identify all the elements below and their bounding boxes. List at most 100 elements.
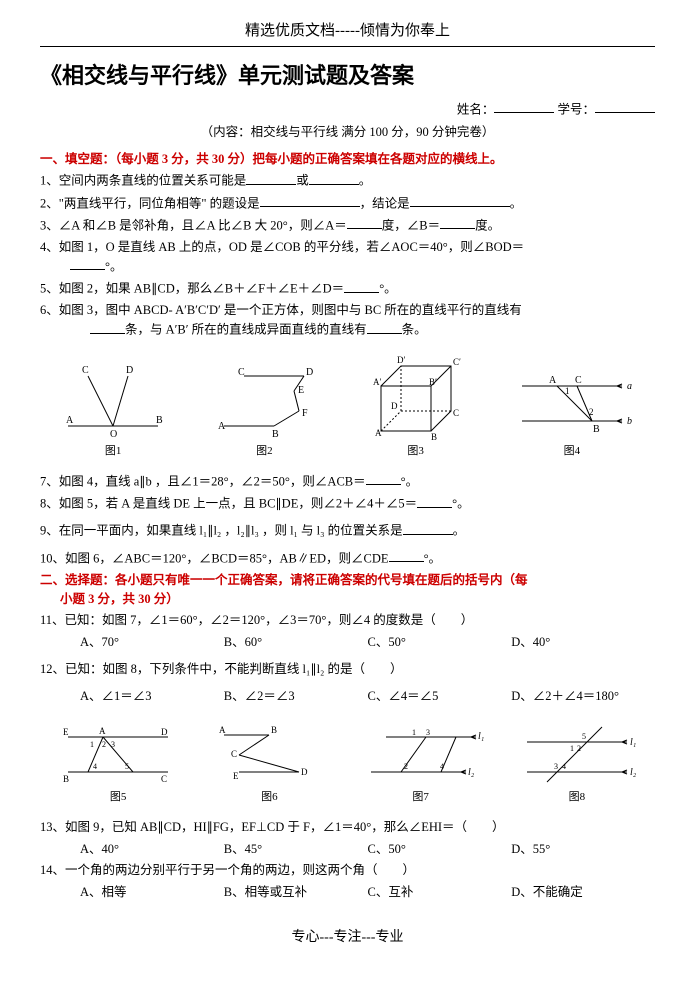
- test-info: （内容：相交线与平行线 满分 100 分，90 分钟完卷）: [40, 123, 655, 142]
- svg-text:C′: C′: [453, 357, 461, 367]
- svg-text:5: 5: [125, 762, 129, 771]
- svg-text:A′: A′: [373, 377, 381, 387]
- q9: 9、在同一平面内，如果直线 l₁∥l₂ ，l₂∥l₃ ，则 l₁ 与 l₃ 的位…: [40, 521, 655, 540]
- svg-text:F: F: [302, 408, 308, 419]
- opt-d: D、不能确定: [511, 883, 655, 902]
- svg-text:B: B: [272, 429, 279, 440]
- svg-text:l₁: l₁: [478, 731, 484, 742]
- fig4: A B C 1 2 a b 图4: [507, 361, 637, 460]
- opt-b: B、45°: [224, 840, 368, 859]
- q14: 14、一个角的两边分别平行于另一个角的两边，则这两个角（ ）: [40, 861, 655, 880]
- svg-text:2: 2: [404, 762, 408, 771]
- svg-text:B′: B′: [429, 377, 437, 387]
- svg-text:l₂: l₂: [630, 767, 637, 778]
- svg-text:a: a: [627, 381, 632, 392]
- svg-text:B: B: [431, 432, 437, 441]
- q10: 10、如图 6，∠ABC＝120°，∠BCD＝85°，AB∥ED，则∠CDE°。: [40, 549, 655, 568]
- svg-text:2: 2: [589, 407, 594, 417]
- opt-a: A、相等: [80, 883, 224, 902]
- id-label: 学号：: [557, 102, 595, 116]
- q4: 4、如图 1，O 是直线 AB 上的点，OD 是∠COB 的平分线，若∠AOC＝…: [40, 238, 655, 276]
- fig2: A B F E D C 图2: [204, 361, 324, 460]
- svg-text:A: A: [66, 415, 74, 426]
- svg-text:C: C: [161, 774, 167, 784]
- q1: 1、空间内两条直线的位置关系可能是或。: [40, 171, 655, 190]
- page-header: 精选优质文档-----倾情为你奉上: [40, 20, 655, 47]
- svg-text:A: A: [549, 375, 557, 386]
- name-blank: [494, 100, 554, 114]
- fig3: A B C D A′ B′ C′ D′ 图3: [361, 351, 471, 460]
- q2: 2、"两直线平行，同位角相等" 的题设是，结论是。: [40, 194, 655, 213]
- opt-d: D、55°: [511, 840, 655, 859]
- q8: 8、如图 5，若 A 是直线 DE 上一点，且 BC∥DE，则∠2＋∠4＋∠5＝…: [40, 494, 655, 513]
- svg-text:B: B: [271, 725, 277, 735]
- fig1: A O B C D 图1: [58, 361, 168, 460]
- q6: 6、如图 3，图中 ABCD- A′B′C′D′ 是一个正方体，则图中与 BC …: [40, 301, 655, 339]
- svg-text:A: A: [99, 726, 106, 736]
- opt-a: A、∠1＝∠3: [80, 687, 224, 706]
- svg-text:D: D: [301, 767, 308, 777]
- svg-text:3: 3: [426, 728, 430, 737]
- q11-options: A、70° B、60° C、50° D、40°: [80, 633, 655, 652]
- opt-d: D、∠2＋∠4＝180°: [511, 687, 655, 706]
- fig6: A B C D E 图6: [209, 717, 329, 806]
- svg-text:O: O: [110, 429, 117, 440]
- q5: 5、如图 2，如果 AB∥CD，那么∠B＋∠F＋∠E＋∠D＝°。: [40, 279, 655, 298]
- svg-text:l₂: l₂: [468, 767, 475, 778]
- q12: 12、已知：如图 8，下列条件中，不能判断直线 l₁∥l₂ 的是（ ）: [40, 660, 655, 679]
- svg-text:C: C: [453, 408, 459, 418]
- svg-text:1: 1: [412, 728, 416, 737]
- svg-text:4: 4: [440, 762, 444, 771]
- q7: 7、如图 4，直线 a∥b ，且∠1＝28°，∠2＝50°，则∠ACB＝°。: [40, 472, 655, 491]
- fig5: E A D B C 1 2 3 4 5 图5: [53, 717, 183, 806]
- opt-b: B、相等或互补: [224, 883, 368, 902]
- svg-text:l₁: l₁: [630, 737, 636, 748]
- svg-text:D: D: [306, 367, 313, 378]
- svg-text:B: B: [593, 424, 600, 435]
- q13: 13、如图 9，已知 AB∥CD，HI∥FG，EF⊥CD 于 F，∠1＝40°，…: [40, 818, 655, 837]
- svg-text:C: C: [238, 367, 245, 378]
- section-1-title: 一、填空题：（每小题 3 分，共 30 分）把每小题的正确答案填在各题对应的横线…: [40, 150, 655, 169]
- svg-text:3: 3: [111, 740, 115, 749]
- opt-c: C、∠4＝∠5: [368, 687, 512, 706]
- svg-text:D: D: [126, 365, 133, 376]
- svg-text:C: C: [82, 365, 89, 376]
- figure-row-1: A O B C D 图1 A B F E D C 图2: [40, 351, 655, 460]
- opt-b: B、60°: [224, 633, 368, 652]
- q11: 11、已知：如图 7，∠1＝60°，∠2＝120°，∠3＝70°，则∠4 的度数…: [40, 611, 655, 630]
- q13-options: A、40° B、45° C、50° D、55°: [80, 840, 655, 859]
- svg-text:B: B: [63, 774, 69, 784]
- opt-c: C、50°: [368, 840, 512, 859]
- opt-b: B、∠2＝∠3: [224, 687, 368, 706]
- svg-text:A: A: [219, 725, 226, 735]
- svg-text:2: 2: [577, 744, 581, 753]
- svg-text:D: D: [161, 727, 168, 737]
- svg-text:D′: D′: [397, 355, 405, 365]
- fig7: 1 3 2 4 l₁ l₂ 图7: [356, 717, 486, 806]
- svg-text:B: B: [156, 415, 163, 426]
- svg-text:C: C: [231, 749, 237, 759]
- svg-text:C: C: [575, 375, 582, 386]
- svg-text:3: 3: [554, 762, 558, 771]
- svg-text:b: b: [627, 416, 632, 427]
- q14-options: A、相等 B、相等或互补 C、互补 D、不能确定: [80, 883, 655, 902]
- meta-line: 姓名： 学号：: [40, 100, 655, 119]
- opt-c: C、50°: [368, 633, 512, 652]
- svg-text:4: 4: [562, 762, 566, 771]
- fig8: 5 1 2 3 4 l₁ l₂ 图8: [512, 717, 642, 806]
- name-label: 姓名：: [457, 102, 495, 116]
- svg-text:D: D: [391, 401, 398, 411]
- opt-c: C、互补: [368, 883, 512, 902]
- svg-text:2: 2: [102, 740, 106, 749]
- opt-a: A、40°: [80, 840, 224, 859]
- svg-text:1: 1: [570, 744, 574, 753]
- section-2-title: 二、选择题：各小题只有唯一一个正确答案，请将正确答案的代号填在题后的括号内（每 …: [40, 571, 655, 609]
- id-blank: [595, 100, 655, 114]
- q12-options: A、∠1＝∠3 B、∠2＝∠3 C、∠4＝∠5 D、∠2＋∠4＝180°: [80, 687, 655, 706]
- svg-text:A: A: [218, 421, 226, 432]
- figure-row-2: E A D B C 1 2 3 4 5 图5 A B C D E 图6: [40, 717, 655, 806]
- title: 《相交线与平行线》单元测试题及答案: [40, 59, 655, 92]
- page-footer: 专心---专注---专业: [40, 927, 655, 948]
- svg-text:4: 4: [93, 762, 97, 771]
- opt-d: D、40°: [511, 633, 655, 652]
